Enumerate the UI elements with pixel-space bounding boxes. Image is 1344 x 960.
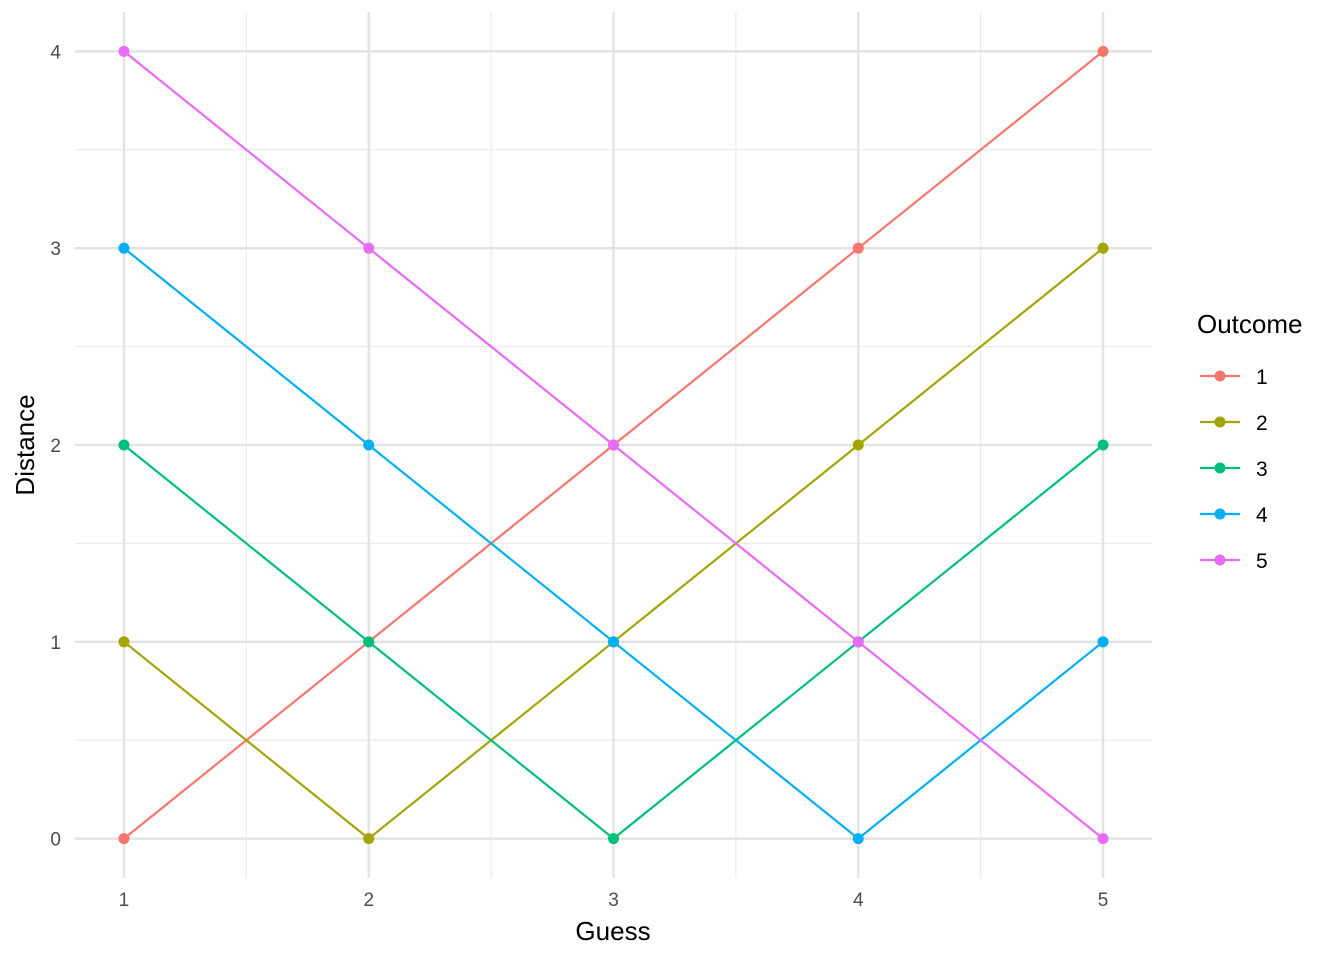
data-point-4 — [1097, 636, 1109, 648]
y-tick-label: 1 — [50, 633, 61, 654]
x-tick-label: 5 — [1098, 890, 1109, 911]
x-tick-label: 4 — [853, 890, 864, 911]
x-tick-label: 3 — [608, 890, 619, 911]
y-axis-title: Distance — [10, 394, 40, 495]
data-point-3 — [1097, 439, 1109, 451]
data-point-3 — [608, 833, 619, 845]
legend-key-point — [1214, 554, 1226, 566]
legend-label: 5 — [1256, 550, 1268, 573]
legend-key-point — [1214, 370, 1226, 382]
legend: Outcome 1 2 3 4 5 — [1197, 309, 1303, 573]
data-point-3 — [118, 439, 130, 451]
legend-title: Outcome — [1197, 309, 1303, 339]
x-axis-title: Guess — [575, 916, 650, 946]
legend-key-point — [1214, 508, 1226, 520]
data-point-2 — [1097, 242, 1109, 254]
x-tick-label: 2 — [363, 890, 374, 911]
y-tick-label: 2 — [50, 436, 61, 457]
x-tick-label: 1 — [119, 890, 130, 911]
data-point-5 — [852, 636, 864, 648]
legend-label: 1 — [1256, 366, 1268, 389]
data-point-4 — [363, 439, 375, 451]
y-tick-label: 0 — [50, 830, 61, 851]
series-points — [118, 45, 1109, 845]
data-point-4 — [608, 636, 619, 648]
data-point-5 — [118, 45, 130, 57]
legend-label: 4 — [1256, 504, 1268, 527]
data-point-1 — [118, 833, 130, 845]
data-point-4 — [852, 833, 864, 845]
data-point-2 — [852, 439, 864, 451]
data-point-4 — [118, 242, 130, 254]
data-point-1 — [852, 242, 864, 254]
y-axis-tick-labels: 0 1 2 3 4 — [50, 42, 61, 850]
data-point-2 — [118, 636, 130, 648]
legend-label: 2 — [1256, 412, 1268, 435]
x-axis-tick-labels: 1 2 3 4 5 — [119, 890, 1109, 911]
data-point-5 — [608, 439, 619, 451]
data-point-5 — [363, 242, 375, 254]
y-tick-label: 3 — [50, 239, 61, 260]
data-point-3 — [363, 636, 375, 648]
data-point-5 — [1097, 833, 1109, 845]
legend-key-point — [1214, 462, 1226, 474]
data-point-2 — [363, 833, 375, 845]
legend-label: 3 — [1256, 458, 1268, 481]
data-point-1 — [1097, 45, 1109, 57]
y-tick-label: 4 — [50, 42, 61, 63]
legend-key-point — [1214, 416, 1226, 428]
